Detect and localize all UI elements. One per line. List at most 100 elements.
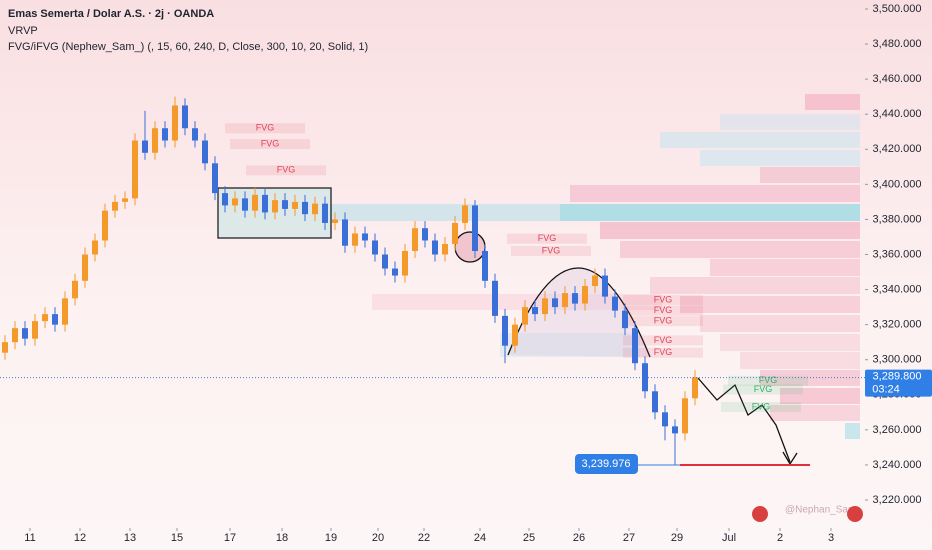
fvg-label: FVG (261, 138, 280, 148)
x-tick-label: 13 (124, 532, 136, 544)
candle-body (462, 205, 468, 223)
candle-body (562, 293, 568, 308)
y-tick-label: 3,360.000 (873, 248, 922, 260)
candle-body (332, 219, 338, 223)
fvg-zone (623, 335, 703, 346)
candle-body (142, 140, 148, 153)
x-tick-label: 27 (623, 532, 635, 544)
y-tick-label: 3,500.000 (873, 3, 922, 15)
candle-body (182, 105, 188, 129)
candle-body (272, 200, 278, 213)
y-tick-label: 3,480.000 (873, 38, 922, 50)
indicator-label: FVG/iFVG (Nephew_Sam_) (, 15, 60, 240, D… (8, 41, 368, 53)
candle-body (302, 201, 308, 215)
candle-body (402, 250, 408, 276)
candle-body (262, 194, 268, 213)
candle-body (42, 314, 48, 322)
x-tick-label: 3 (828, 532, 834, 544)
candle-body (422, 228, 428, 241)
fvg-zone (723, 384, 803, 395)
candle-body (632, 328, 638, 364)
candle-body (502, 315, 508, 346)
y-tick-label: 3,220.000 (873, 494, 922, 506)
candle-body (112, 201, 118, 211)
fvg-label: FVG (759, 375, 778, 385)
fvg-zone (230, 139, 310, 150)
candle-body (652, 391, 658, 413)
x-tick-label: 26 (573, 532, 585, 544)
candle-body (432, 240, 438, 255)
y-tick-label: 3,340.000 (873, 283, 922, 295)
candle-body (612, 296, 618, 311)
x-tick-label: 15 (171, 532, 183, 544)
candle-body (662, 412, 668, 427)
candle-body (132, 140, 138, 199)
fvg-label: FVG (752, 401, 771, 411)
fvg-zone (511, 245, 591, 256)
candle-body (352, 233, 358, 246)
y-tick-label: 3,380.000 (873, 213, 922, 225)
y-tick-label: 3,420.000 (873, 143, 922, 155)
candle-body (442, 243, 448, 255)
x-tick-label: Jul (722, 532, 736, 544)
candle-body (102, 210, 108, 241)
x-tick-label: 24 (474, 532, 486, 544)
candle-body (342, 219, 348, 246)
candle-body (582, 286, 588, 304)
low-marker-label: 3,239.976 (582, 458, 631, 470)
x-tick-label: 29 (671, 532, 683, 544)
y-tick-label: 3,300.000 (873, 354, 922, 366)
candle-body (92, 240, 98, 255)
fvg-zone (623, 295, 703, 306)
candle-body (472, 205, 478, 251)
y-tick-label: 3,440.000 (873, 108, 922, 120)
candle-body (392, 268, 398, 276)
x-tick-label: 18 (276, 532, 288, 544)
candle-body (622, 310, 628, 329)
indicator-label: VRVP (8, 25, 38, 37)
candle-body (412, 228, 418, 251)
fvg-label: FVG (542, 245, 561, 255)
fvg-label: FVG (654, 335, 673, 345)
candle-body (532, 307, 538, 315)
candle-body (152, 128, 158, 153)
fvg-zone (623, 347, 703, 358)
candle-body (512, 324, 518, 346)
candle-body (692, 377, 698, 399)
chart-title: Emas Semerta / Dolar A.S. · 2j · OANDA (8, 8, 214, 20)
last-price-label: 3,289.800 (873, 371, 922, 383)
x-tick-label: 2 (777, 532, 783, 544)
candle-body (212, 163, 218, 194)
fvg-label: FVG (277, 165, 296, 175)
candle-body (162, 128, 168, 141)
flag-icon (847, 506, 863, 522)
x-tick-label: 20 (372, 532, 384, 544)
candle-body (542, 298, 548, 315)
y-tick-label: 3,260.000 (873, 424, 922, 436)
candle-body (52, 314, 58, 325)
candle-body (192, 128, 198, 141)
candle-body (232, 198, 238, 206)
fvg-label: FVG (256, 123, 275, 133)
candle-body (292, 201, 298, 209)
countdown-label: 03:24 (872, 384, 900, 396)
x-tick-label: 11 (24, 532, 35, 544)
fvg-label: FVG (654, 294, 673, 304)
candle-body (72, 280, 78, 299)
candle-body (572, 293, 578, 304)
candle-body (172, 105, 178, 141)
volume-profile (330, 94, 860, 439)
x-tick-label: 25 (523, 532, 535, 544)
plot (2, 96, 808, 465)
candle-body (122, 198, 128, 202)
candle-body (62, 298, 68, 325)
fvg-label: FVG (538, 233, 557, 243)
y-tick-label: 3,320.000 (873, 319, 922, 331)
fvg-zone (246, 165, 326, 176)
fvg-label: FVG (654, 347, 673, 357)
candle-body (252, 194, 258, 211)
candle-body (682, 398, 688, 434)
candle-body (322, 203, 328, 223)
y-tick-label: 3,240.000 (873, 459, 922, 471)
